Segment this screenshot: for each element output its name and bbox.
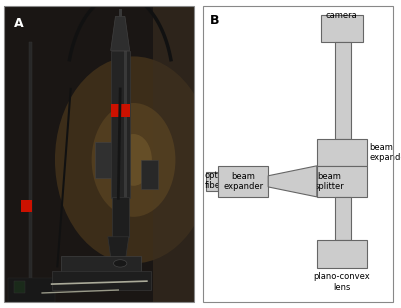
Text: optical
fiber: optical fiber	[205, 171, 233, 190]
Bar	[141, 160, 158, 189]
Polygon shape	[111, 17, 130, 51]
Text: beam
splitter: beam splitter	[314, 172, 344, 191]
Text: beam
expander: beam expander	[223, 172, 263, 191]
Bar	[111, 51, 130, 198]
Bar	[111, 197, 129, 237]
Polygon shape	[268, 166, 317, 197]
Text: beam
expander: beam expander	[369, 143, 401, 162]
Bar	[111, 104, 130, 117]
Ellipse shape	[113, 260, 127, 267]
Bar	[52, 271, 151, 290]
Ellipse shape	[55, 56, 212, 263]
Bar	[317, 240, 367, 268]
Ellipse shape	[115, 134, 152, 186]
Bar	[61, 256, 141, 272]
Bar	[152, 6, 194, 302]
Ellipse shape	[91, 103, 176, 217]
Bar	[95, 142, 115, 178]
Bar	[317, 166, 367, 197]
Bar	[218, 166, 268, 197]
Polygon shape	[108, 237, 129, 263]
Text: A: A	[14, 17, 23, 30]
Bar	[119, 9, 122, 17]
Bar	[335, 42, 351, 139]
Bar	[321, 15, 363, 42]
Bar	[335, 197, 351, 240]
Bar	[206, 172, 218, 191]
Bar	[317, 139, 367, 166]
Bar	[14, 281, 25, 293]
Bar	[21, 200, 32, 212]
Text: camera: camera	[326, 10, 357, 20]
Bar	[8, 278, 55, 302]
Bar	[124, 51, 127, 198]
Bar	[29, 42, 32, 302]
Text: plano-convex
lens: plano-convex lens	[313, 272, 370, 292]
Text: B: B	[210, 14, 220, 26]
